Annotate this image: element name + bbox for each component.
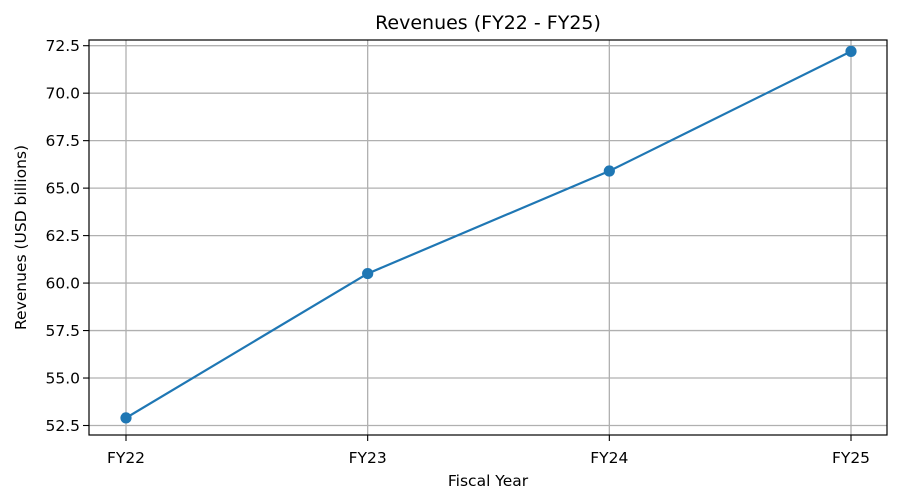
plot-frame	[88, 39, 888, 436]
data-point-marker	[845, 45, 857, 57]
x-tick-label: FY22	[107, 449, 145, 467]
x-tick-label: FY23	[349, 449, 387, 467]
y-tick-label: 60.0	[45, 275, 80, 293]
y-tick-label: 62.5	[45, 227, 80, 245]
y-tick-label: 67.5	[45, 132, 80, 150]
chart-title: Revenues (FY22 - FY25)	[375, 12, 601, 34]
revenue-series-line	[125, 50, 852, 419]
y-tick-label: 70.0	[45, 85, 80, 103]
data-point-marker	[120, 412, 132, 424]
y-axis-label: Revenues (USD billions)	[12, 145, 30, 330]
y-tick-label: 65.0	[45, 180, 80, 198]
series-layer	[120, 45, 857, 424]
x-tick-label: FY24	[590, 449, 628, 467]
data-point-marker	[362, 267, 374, 280]
grid-lines	[89, 40, 887, 435]
axis-ticks: FY22 FY23 FY24 FY25 52.5 55.0 57.5 60.0 62.5 65.0…	[45, 37, 870, 467]
y-tick-label: 57.5	[45, 322, 80, 340]
y-tick-label: 55.0	[45, 370, 80, 388]
y-tick-label: 72.5	[45, 37, 80, 55]
x-tick-label: FY25	[832, 449, 870, 467]
y-tick-label: 52.5	[45, 417, 80, 435]
data-point-marker	[603, 165, 615, 177]
x-axis-label: Fiscal Year	[448, 472, 529, 490]
